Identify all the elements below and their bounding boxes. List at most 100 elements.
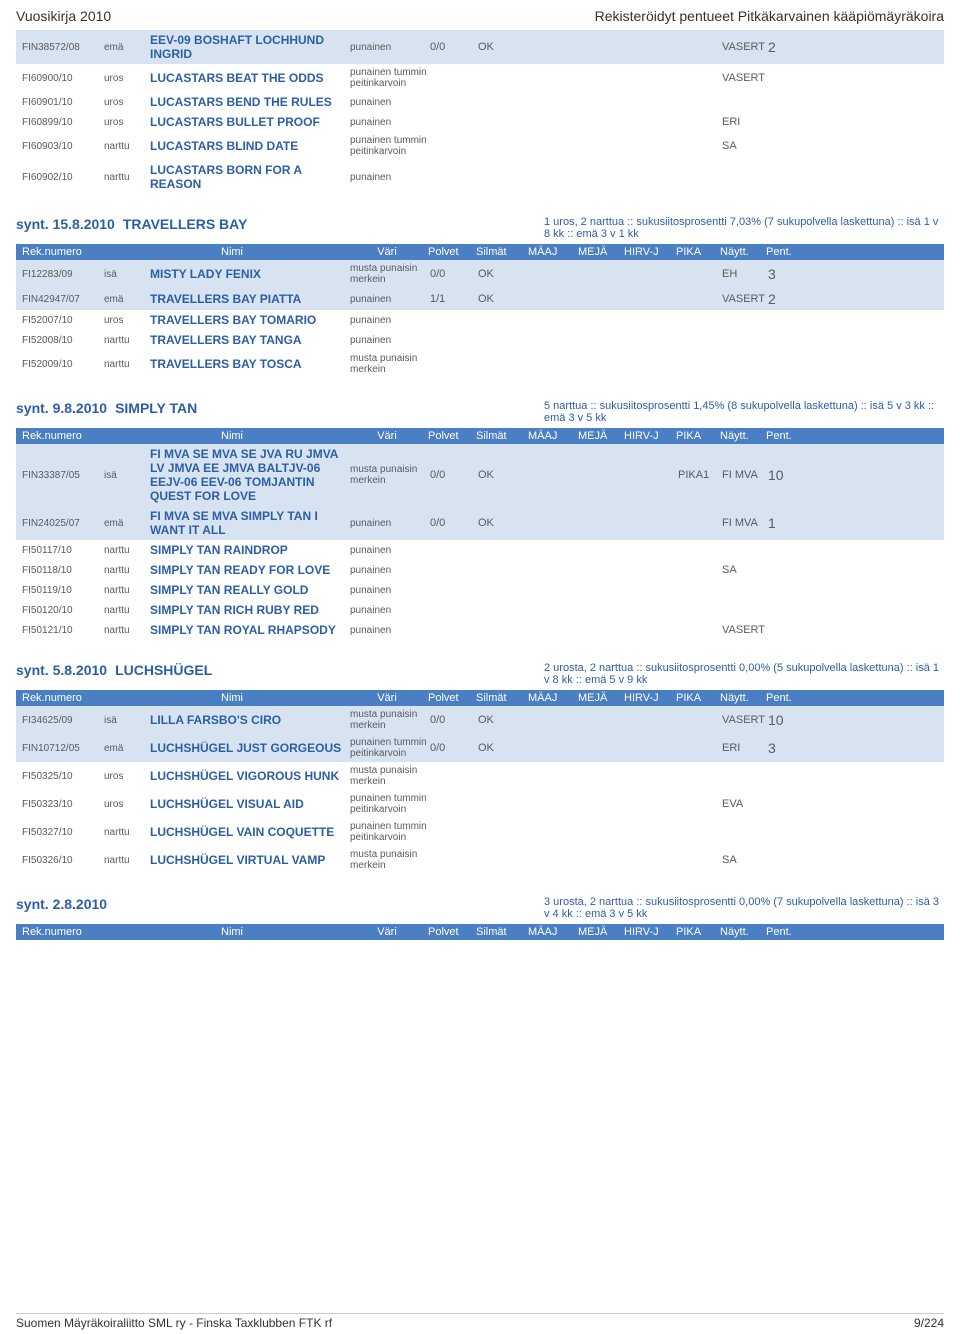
col-polvet: Polvet [428, 926, 474, 938]
color: musta punaisin merkein [350, 353, 428, 375]
color: punainen [350, 294, 428, 305]
pent: 2 [768, 39, 806, 55]
table-row: FIN24025/07 emä FI MVA SE MVA SIMPLY TAN… [16, 506, 944, 540]
pent: 2 [768, 291, 806, 307]
role: narttu [104, 605, 148, 616]
naytt: VASERT [722, 293, 766, 305]
reg-number: FIN42947/07 [22, 294, 102, 305]
reg-number: FI50120/10 [22, 605, 102, 616]
section-kennel: SIMPLY TAN [115, 400, 197, 416]
pent: 10 [768, 467, 806, 483]
role: narttu [104, 625, 148, 636]
footer-page: 9/224 [914, 1316, 944, 1330]
column-header-bar: Rek.numero Nimi Väri Polvet Silmät MÄAJ … [16, 428, 944, 444]
reg-number: FIN38572/08 [22, 42, 102, 53]
dog-name: LUCASTARS BEND THE RULES [150, 95, 348, 109]
color: punainen [350, 172, 428, 183]
col-naytt: Näytt. [720, 246, 764, 258]
dog-name: LUCASTARS BULLET PROOF [150, 115, 348, 129]
col-meja: MEJÄ [578, 692, 622, 704]
silmat: OK [478, 742, 528, 754]
role: narttu [104, 565, 148, 576]
reg-number: FI60900/10 [22, 73, 102, 84]
col-meja: MEJÄ [578, 246, 622, 258]
silmat: OK [478, 714, 528, 726]
section-header: synt. 5.8.2010 LUCHSHÜGEL 2 urosta, 2 na… [16, 662, 944, 686]
silmat: OK [478, 293, 528, 305]
reg-number: FI50119/10 [22, 585, 102, 596]
reg-number: FI60899/10 [22, 117, 102, 128]
color: punainen tummin peitinkarvoin [350, 67, 428, 89]
reg-number: FI50117/10 [22, 545, 102, 556]
col-silmat: Silmät [476, 430, 526, 442]
column-header-bar: Rek.numero Nimi Väri Polvet Silmät MÄAJ … [16, 690, 944, 706]
color: punainen [350, 545, 428, 556]
role: narttu [104, 141, 148, 152]
dog-name: LUCASTARS BORN FOR A REASON [150, 163, 348, 191]
color: punainen tummin peitinkarvoin [350, 737, 428, 759]
col-name: Nimi [118, 430, 346, 442]
color: punainen [350, 585, 428, 596]
pent: 10 [768, 712, 806, 728]
role: emä [104, 294, 148, 305]
table-row: FIN42947/07 emä TRAVELLERS BAY PIATTA pu… [16, 288, 944, 310]
page-header-right: Rekisteröidyt pentueet Pitkäkarvainen kä… [595, 8, 944, 24]
col-color: Väri [348, 246, 426, 258]
naytt: ERI [722, 116, 766, 128]
dog-name: LUCHSHÜGEL VIGOROUS HUNK [150, 769, 348, 783]
polvet: 0/0 [430, 714, 476, 726]
table-row: FI52008/10 narttu TRAVELLERS BAY TANGA p… [16, 330, 944, 350]
reg-number: FIN33387/05 [22, 470, 102, 481]
dog-name: LUCHSHÜGEL VAIN COQUETTE [150, 825, 348, 839]
col-pika: PIKA [676, 430, 718, 442]
col-maaj: MÄAJ [528, 926, 576, 938]
col-meja: MEJÄ [578, 926, 622, 938]
reg-number: FI60902/10 [22, 172, 102, 183]
table-row: FI50323/10 uros LUCHSHÜGEL VISUAL AID pu… [16, 790, 944, 818]
pika: PIKA1 [678, 469, 720, 481]
col-color: Väri [348, 430, 426, 442]
color: punainen [350, 605, 428, 616]
col-naytt: Näytt. [720, 430, 764, 442]
page-header-left: Vuosikirja 2010 [16, 8, 111, 24]
col-color: Väri [348, 692, 426, 704]
col-name: Nimi [118, 926, 346, 938]
footer-org: Suomen Mäyräkoiraliitto SML ry - Finska … [16, 1316, 332, 1330]
table-row: FI50117/10 narttu SIMPLY TAN RAINDROP pu… [16, 540, 944, 560]
dog-name: SIMPLY TAN REALLY GOLD [150, 583, 348, 597]
table-row: FI50119/10 narttu SIMPLY TAN REALLY GOLD… [16, 580, 944, 600]
column-header-bar: Rek.numero Nimi Väri Polvet Silmät MÄAJ … [16, 244, 944, 260]
role: emä [104, 518, 148, 529]
polvet: 1/1 [430, 293, 476, 305]
col-reg: Rek.numero [22, 692, 116, 704]
reg-number: FI34625/09 [22, 715, 102, 726]
section-date: synt. 9.8.2010 [16, 400, 107, 416]
role: narttu [104, 855, 148, 866]
section-kennel: TRAVELLERS BAY [123, 216, 247, 232]
section-date: synt. 2.8.2010 [16, 896, 107, 912]
naytt: ERI [722, 742, 766, 754]
dog-name: FI MVA SE MVA SE JVA RU JMVA LV JMVA EE … [150, 447, 348, 503]
col-pika: PIKA [676, 692, 718, 704]
dog-name: SIMPLY TAN READY FOR LOVE [150, 563, 348, 577]
col-reg: Rek.numero [22, 430, 116, 442]
col-pent: Pent. [766, 926, 804, 938]
col-pent: Pent. [766, 430, 804, 442]
reg-number: FI52007/10 [22, 315, 102, 326]
section-desc: 3 urosta, 2 narttua :: sukusiitosprosent… [544, 896, 944, 920]
naytt: VASERT [722, 624, 766, 636]
table-row: FI50327/10 narttu LUCHSHÜGEL VAIN COQUET… [16, 818, 944, 846]
col-naytt: Näytt. [720, 926, 764, 938]
col-hirvj: HIRV-J [624, 692, 674, 704]
reg-number: FI50118/10 [22, 565, 102, 576]
role: isä [104, 715, 148, 726]
naytt: SA [722, 140, 766, 152]
col-pika: PIKA [676, 246, 718, 258]
col-naytt: Näytt. [720, 692, 764, 704]
color: punainen tummin peitinkarvoin [350, 793, 428, 815]
dog-name: LILLA FARSBO'S CIRO [150, 713, 348, 727]
role: emä [104, 42, 148, 53]
polvet: 0/0 [430, 517, 476, 529]
color: musta punaisin merkein [350, 709, 428, 731]
table-row: FI34625/09 isä LILLA FARSBO'S CIRO musta… [16, 706, 944, 734]
